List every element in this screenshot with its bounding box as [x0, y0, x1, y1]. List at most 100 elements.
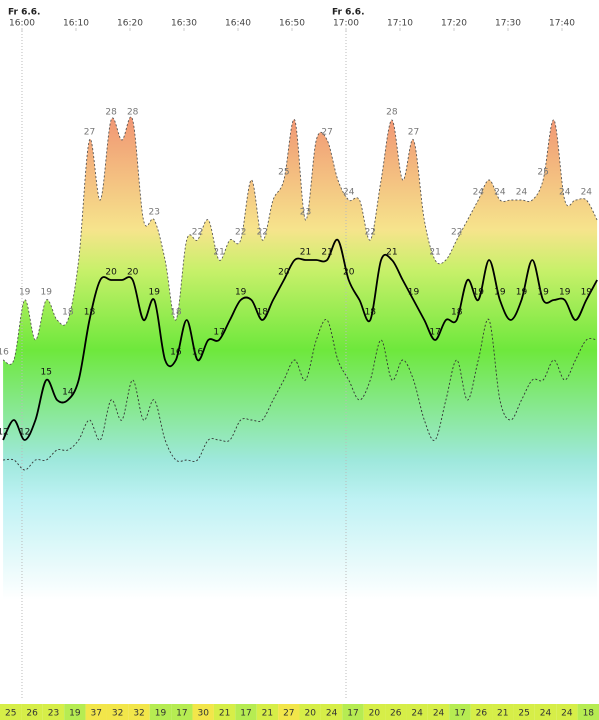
strip-cell [577, 704, 599, 720]
strip-cell [534, 704, 557, 720]
strip-cell [192, 704, 214, 720]
average-label: 20 [343, 268, 355, 278]
gust-label: 18 [62, 308, 74, 318]
average-label: 19 [516, 288, 528, 298]
x-tick-label: 16:10 [63, 19, 89, 29]
average-label: 16 [192, 348, 204, 358]
gust-label: 24 [494, 188, 506, 198]
gust-label: 24 [516, 188, 528, 198]
strip-label: 18 [583, 709, 595, 719]
strip-label: 20 [369, 709, 381, 719]
gust-label: 27 [84, 128, 95, 138]
average-label: 19 [494, 288, 506, 298]
gust-label: 19 [41, 288, 53, 298]
strip-cell [21, 704, 43, 720]
strip-label: 26 [390, 709, 402, 719]
gust-label: 23 [149, 208, 160, 218]
strip-cell [427, 704, 450, 720]
strip-label: 27 [283, 709, 294, 719]
strip-label: 24 [561, 709, 573, 719]
gust-label: 25 [537, 168, 548, 178]
average-label: 19 [473, 288, 485, 298]
x-tick-label: 17:30 [495, 19, 521, 29]
strip-label: 19 [69, 709, 81, 719]
strip-label: 24 [540, 709, 552, 719]
average-label: 18 [365, 308, 377, 318]
strip-label: 23 [48, 709, 59, 719]
strip-cell [342, 704, 364, 720]
strip-cell [492, 704, 514, 720]
average-label: 19 [149, 288, 161, 298]
min-line [3, 318, 598, 471]
strip-label: 37 [91, 709, 102, 719]
average-label: 21 [321, 248, 332, 258]
strip-label: 24 [411, 709, 423, 719]
strip-cell [385, 704, 407, 720]
strip-cell [406, 704, 428, 720]
gust-label: 22 [192, 228, 203, 238]
gust-label: 22 [451, 228, 462, 238]
strip-cell [556, 704, 578, 720]
average-label: 19 [408, 288, 420, 298]
gust-label: 24 [559, 188, 571, 198]
average-label: 18 [451, 308, 463, 318]
average-label: 20 [105, 268, 117, 278]
gust-label: 25 [278, 168, 289, 178]
average-label: 12 [19, 428, 30, 438]
strip-label: 21 [497, 709, 508, 719]
strip-cell [42, 704, 65, 720]
strip-cell [64, 704, 86, 720]
average-label: 15 [41, 368, 52, 378]
strip-cell [128, 704, 150, 720]
gust-label: 22 [365, 228, 376, 238]
strip-label: 30 [198, 709, 210, 719]
x-tick-label: 16:00 [9, 19, 35, 29]
strip-cell [363, 704, 386, 720]
average-line [2, 238, 598, 441]
average-label: 20 [278, 268, 290, 278]
gust-label: 23 [300, 208, 311, 218]
x-tick-label: 17:20 [441, 19, 467, 29]
x-tick-label: 16:50 [279, 19, 305, 29]
strip-cell [235, 704, 257, 720]
strip-cell [278, 704, 300, 720]
gust-line [2, 116, 598, 365]
strip-label: 26 [476, 709, 488, 719]
average-label: 19 [559, 288, 571, 298]
average-label: 16 [170, 348, 182, 358]
average-label: 21 [386, 248, 397, 258]
strip-cell [213, 704, 236, 720]
strip-label: 25 [5, 709, 16, 719]
strip-cell [320, 704, 343, 720]
x-tick-label: 16:20 [117, 19, 143, 29]
average-label: 21 [300, 248, 311, 258]
average-label: 19 [235, 288, 247, 298]
average-label: 17 [213, 328, 224, 338]
strip-label: 17 [240, 709, 251, 719]
x-tick-label: 17:00 [333, 19, 359, 29]
strip-label: 21 [262, 709, 273, 719]
gust-label: 24 [473, 188, 485, 198]
strip-label: 17 [176, 709, 187, 719]
gust-label: 27 [321, 128, 332, 138]
average-label: 18 [84, 308, 96, 318]
strip-cell [470, 704, 493, 720]
strip-label: 19 [155, 709, 167, 719]
strip-cell [85, 704, 107, 720]
average-label: 12 [0, 428, 9, 438]
strip-label: 32 [133, 709, 144, 719]
strip-label: 20 [304, 709, 316, 719]
average-label: 19 [581, 288, 593, 298]
gust-label: 22 [235, 228, 246, 238]
average-label: 19 [537, 288, 549, 298]
gust-area [3, 116, 598, 701]
strip-label: 24 [326, 709, 338, 719]
gust-label: 18 [170, 308, 182, 318]
strip-cell [106, 704, 129, 720]
strip-label: 17 [347, 709, 358, 719]
average-label: 17 [429, 328, 440, 338]
gust-label: 27 [408, 128, 419, 138]
strip-label: 25 [518, 709, 529, 719]
strip-label: 21 [219, 709, 230, 719]
